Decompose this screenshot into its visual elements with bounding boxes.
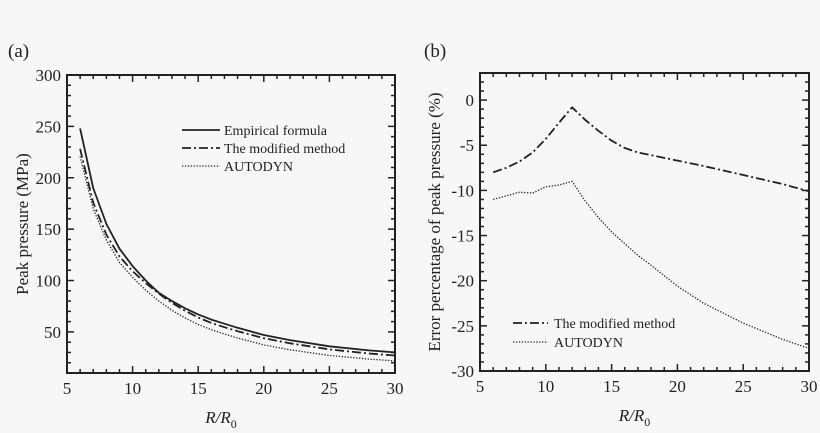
- x-tick-label: 30: [387, 379, 404, 398]
- y-tick-label: -5: [460, 136, 474, 155]
- x-tick-label: 10: [537, 377, 554, 396]
- y-tick-label: 250: [36, 117, 62, 136]
- y-axis-label: Peak pressure (MPa): [13, 153, 32, 295]
- chart-panel-b: (b)5 10 15 20 25 30-30-25-20-15-10-50R/R0Erro…: [424, 41, 818, 429]
- y-tick-label: 100: [36, 272, 62, 291]
- x-tick-label: 20: [255, 379, 272, 398]
- x-tick-label: 25: [735, 377, 752, 396]
- plot-frame: [479, 72, 810, 372]
- y-tick-label: -20: [451, 272, 474, 291]
- series-line-autodyn: [493, 180, 810, 350]
- panel-label: (b): [424, 41, 446, 62]
- legend-label: AUTODYN: [554, 336, 623, 351]
- x-tick-label: 5: [63, 379, 72, 398]
- x-axis-label-subscript: 0: [231, 417, 237, 431]
- x-tick-label: 30: [801, 377, 818, 396]
- x-tick-label: 15: [190, 379, 207, 398]
- legend-label: The modified method: [224, 142, 345, 157]
- legend-label: The modified method: [554, 317, 675, 332]
- y-tick-label: 200: [36, 169, 62, 188]
- chart-panel-a: (a) 5 10 15 20 25 30 50 100 150 200 250 300 R/R0 Peak …: [8, 41, 404, 431]
- series-line-the-modified-method: [492, 106, 810, 193]
- y-axis-label: Error percentage of peak pressure (%): [425, 92, 444, 351]
- y-tick-label: -25: [451, 317, 474, 336]
- y-tick-label: 300: [36, 66, 62, 85]
- y-tick-label: 50: [44, 323, 61, 342]
- x-tick-label: 10: [124, 379, 141, 398]
- x-axis-label-subscript: 0: [644, 415, 650, 429]
- panel-label: (a): [8, 41, 29, 62]
- plot-frame: [66, 74, 396, 374]
- y-tick-label: 150: [36, 220, 62, 239]
- x-tick-label: 5: [476, 377, 485, 396]
- series-line-empirical-formula: [79, 128, 396, 354]
- y-tick-label: -30: [451, 362, 474, 381]
- x-tick-label: 25: [321, 379, 338, 398]
- y-tick-label: -10: [451, 181, 474, 200]
- x-axis-label-main: R/R: [618, 406, 645, 425]
- legend-label: Empirical formula: [224, 124, 328, 139]
- x-axis-label: R/R0: [204, 408, 237, 431]
- x-tick-label: 20: [669, 377, 686, 396]
- x-axis-label-main: R/R: [204, 408, 231, 427]
- x-tick-label: 15: [603, 377, 620, 396]
- series-line-the-modified-method: [79, 148, 396, 357]
- legend-label: AUTODYN: [224, 160, 293, 175]
- series-line-autodyn: [79, 156, 396, 362]
- y-tick-label: -15: [451, 227, 474, 246]
- x-axis-label: R/R0: [618, 406, 651, 429]
- y-tick-label: 0: [466, 91, 475, 110]
